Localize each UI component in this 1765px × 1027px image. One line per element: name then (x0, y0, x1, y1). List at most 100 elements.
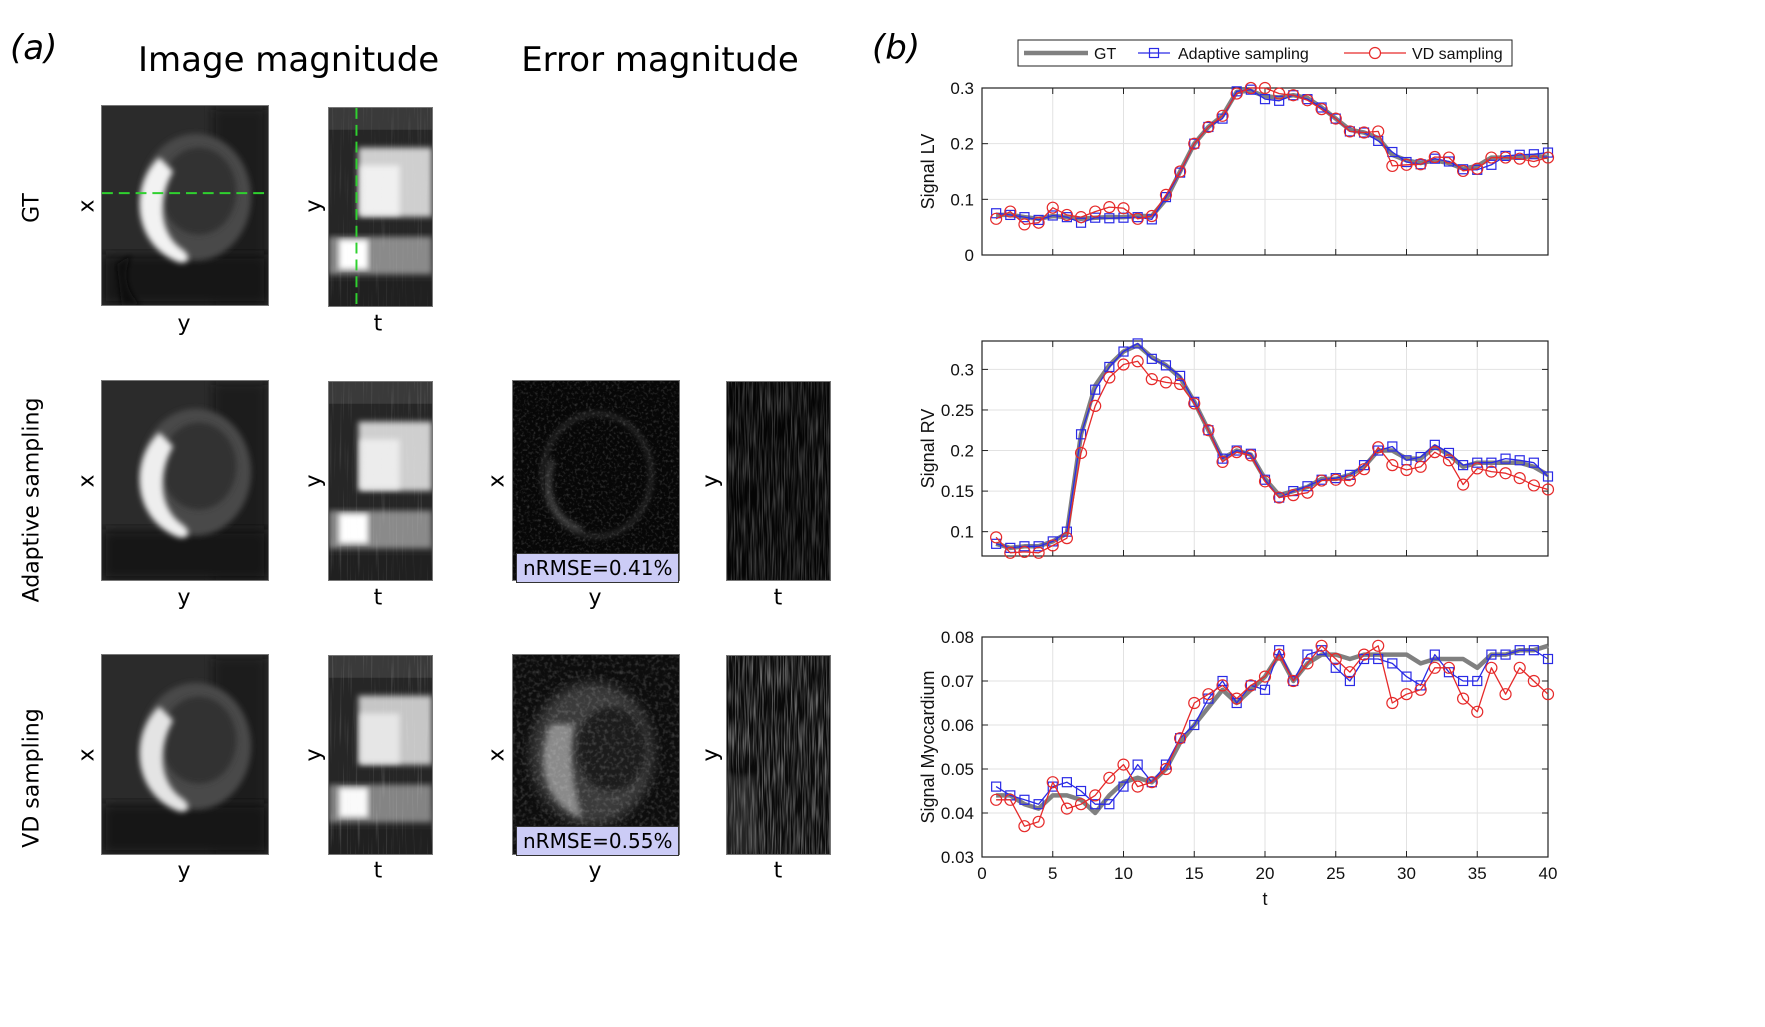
data-point-adaptive (1118, 346, 1129, 357)
data-point-vd (1485, 151, 1498, 164)
y-tick-label: 0.15 (941, 482, 974, 501)
vd-error-xy-image (512, 654, 680, 855)
data-point-vd (1287, 489, 1300, 502)
data-point-vd (1089, 399, 1102, 413)
data-point-vd (1442, 151, 1456, 164)
data-point-vd (1527, 479, 1540, 492)
data-point-vd (1131, 355, 1144, 368)
data-point-vd (1202, 120, 1215, 134)
data-point-vd (1414, 460, 1427, 473)
data-point-vd (1527, 674, 1540, 688)
data-point-adaptive (1514, 645, 1525, 656)
data-point-adaptive (1104, 213, 1115, 224)
data-point-vd (1343, 474, 1357, 487)
data-point-adaptive (1330, 113, 1341, 124)
panel-b-label: (b) (872, 28, 921, 68)
x-tick-label: 20 (1256, 864, 1275, 883)
data-point-adaptive (1302, 649, 1313, 660)
data-point-vd (1442, 454, 1456, 467)
data-point-vd (1400, 463, 1413, 477)
data-point-adaptive (1387, 146, 1398, 158)
data-point-vd (1074, 446, 1088, 460)
vd-xy-image (101, 654, 269, 855)
data-point-vd (1513, 152, 1526, 165)
y-axis-label: Signal Myocardium (918, 670, 938, 823)
y-axis-label: Signal LV (918, 134, 938, 210)
axis-letter-y: y (588, 585, 602, 611)
data-point-vd (1471, 162, 1484, 175)
data-point-adaptive (991, 781, 1002, 792)
data-point-vd (1159, 376, 1173, 389)
y-tick-label: 0.3 (950, 360, 974, 379)
data-point-adaptive (1387, 441, 1398, 452)
chart-0: 0 0.1 0.2 0.3 Signal LV GT Adaptive sampling VD… (918, 39, 1555, 265)
data-point-adaptive (1401, 671, 1412, 682)
data-point-vd (1329, 473, 1342, 486)
chart-1: 0.1 0.15 0.2 0.25 0.3 Signal RV (918, 338, 1555, 559)
x-tick-label: 40 (1539, 864, 1558, 883)
data-point-adaptive (1528, 645, 1539, 656)
axis-letter-t: t (373, 311, 383, 337)
data-point-adaptive (1245, 680, 1256, 691)
data-point-vd (1527, 155, 1540, 168)
x-tick-label: 15 (1185, 864, 1204, 883)
data-point-vd (1018, 820, 1031, 833)
data-point-vd (1145, 373, 1158, 386)
data-point-vd (990, 793, 1003, 806)
data-point-vd (1541, 688, 1555, 701)
data-point-vd (1329, 652, 1342, 666)
adaptive-error-yt-image (726, 381, 831, 581)
y-tick-label: 0.06 (941, 716, 974, 735)
x-tick-label: 25 (1326, 864, 1345, 883)
data-point-vd (1060, 532, 1074, 545)
chart-2: 0 5 10 15 20 25 30 35 40 0.03 0.04 0.05 0.06 0.07 0.08… (918, 628, 1557, 909)
data-point-vd (1089, 205, 1102, 218)
data-point-vd (1315, 103, 1328, 116)
data-point-vd (1485, 465, 1498, 478)
data-point-vd (1386, 459, 1399, 472)
data-point-vd (1004, 546, 1017, 559)
y-tick-label: 0.2 (950, 135, 974, 154)
data-point-adaptive (1486, 457, 1497, 468)
data-point-adaptive (1528, 149, 1539, 160)
data-point-adaptive (1132, 759, 1143, 770)
legend-box (1017, 39, 1513, 67)
data-point-vd (1159, 762, 1173, 776)
data-point-adaptive (1288, 675, 1299, 687)
series-line-adaptive-sampling (995, 342, 1549, 549)
data-point-vd (1173, 732, 1187, 745)
data-point-adaptive (1373, 653, 1384, 665)
data-point-vd (1315, 639, 1328, 652)
axis-letter-t: t (773, 585, 783, 611)
data-point-adaptive (1146, 777, 1157, 788)
y-tick-label: 0.3 (950, 79, 974, 98)
data-point-adaptive (991, 208, 1002, 219)
data-point-adaptive (1472, 457, 1483, 468)
y-axis-label: Signal RV (918, 409, 938, 489)
data-point-adaptive (1189, 396, 1200, 407)
data-point-adaptive (1033, 799, 1044, 810)
data-point-adaptive (1344, 469, 1356, 480)
data-point-adaptive (1274, 95, 1285, 106)
data-point-vd (990, 212, 1003, 225)
data-point-vd (1145, 209, 1158, 223)
legend-entry: VD sampling (1412, 46, 1503, 63)
data-point-adaptive (1090, 212, 1101, 223)
gt-yt-image (328, 107, 433, 307)
panel-a-label: (a) (10, 28, 58, 68)
y-tick-label: 0.1 (950, 523, 974, 542)
data-point-vd (1499, 688, 1512, 701)
data-point-vd (1188, 397, 1201, 410)
data-point-vd (1343, 666, 1357, 679)
data-point-vd (1159, 188, 1173, 201)
y-tick-label: 0.1 (950, 190, 974, 209)
data-point-adaptive (1542, 653, 1554, 665)
data-point-vd (990, 531, 1003, 544)
data-point-vd (1273, 87, 1286, 100)
axis-letter-t: t (373, 858, 383, 884)
x-tick-label: 10 (1114, 864, 1133, 883)
data-point-vd (1074, 798, 1088, 811)
data-point-vd (1456, 692, 1470, 705)
axis-letter-t: t (773, 858, 783, 884)
data-point-vd (1018, 218, 1031, 231)
